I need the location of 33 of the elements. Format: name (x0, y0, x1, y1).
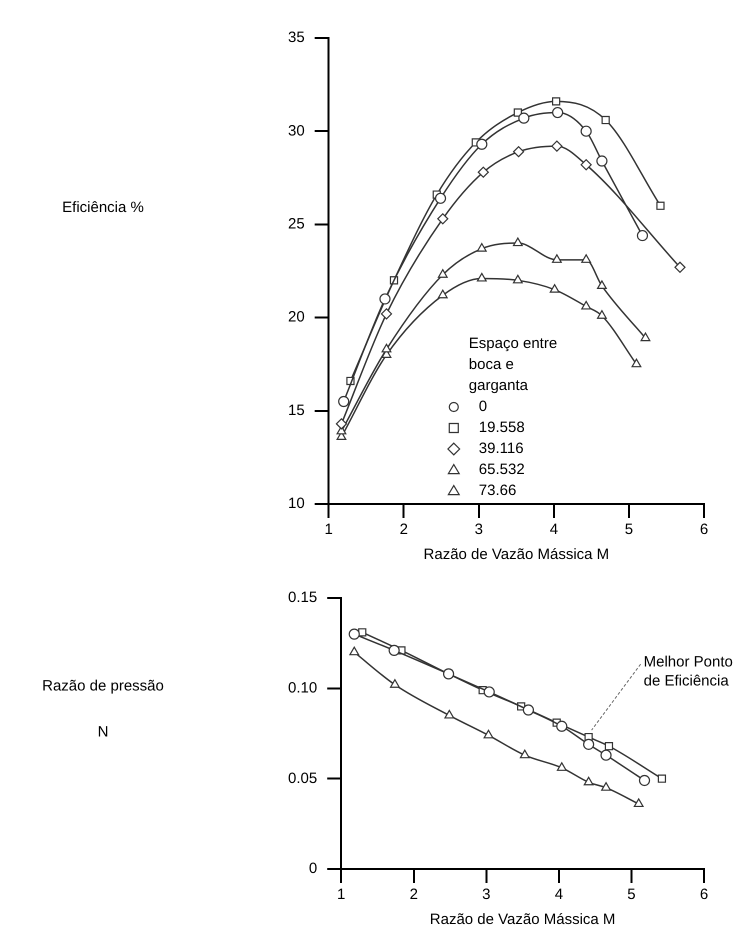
x-tick-label: 4 (554, 886, 564, 904)
legend-label: 39.116 (478, 440, 524, 458)
x-tick-label: 6 (700, 886, 708, 904)
y-tick-label: 0.10 (288, 679, 318, 696)
legend-label: 19.558 (478, 419, 525, 436)
y-tick-label: 0 (308, 860, 318, 878)
x-tick-label: 2 (410, 886, 418, 904)
x-tick-label: 3 (474, 521, 483, 538)
y-tick-label: 25 (288, 216, 305, 233)
x-tick-label: 2 (400, 521, 408, 538)
legend-label: 0 (478, 398, 488, 416)
x-tick-label: 5 (627, 886, 636, 904)
annotation: Melhor Ponto de Eficiência (644, 653, 733, 690)
legend-label: 73.66 (478, 482, 516, 500)
y-tick-label: 0.05 (288, 770, 318, 787)
legend-title: Espaço entre boca e garganta (468, 335, 558, 394)
x-tick-label: 1 (337, 886, 346, 904)
x-tick-label: 1 (324, 521, 333, 538)
x-tick-label: 4 (550, 521, 558, 538)
x-axis-title: Razão de Vazão Mássica M (430, 911, 616, 928)
y-tick-label: 0.15 (288, 589, 318, 606)
x-tick-label: 3 (482, 886, 490, 904)
x-tick-label: 6 (700, 521, 708, 538)
text: Razão de pressão N (42, 677, 164, 740)
x-axis-title: Razão de Vazão Mássica M (424, 546, 610, 564)
legend-label: 65.532 (478, 461, 525, 478)
y-tick-label: 35 (288, 29, 305, 46)
x-tick-label: 5 (624, 521, 634, 538)
y-tick-label: 15 (288, 402, 305, 419)
y-axis-title: Eficiência % (62, 198, 144, 216)
y-tick-label: 10 (288, 495, 305, 512)
y-tick-label: 30 (288, 122, 305, 140)
y-tick-label: 20 (288, 308, 305, 326)
